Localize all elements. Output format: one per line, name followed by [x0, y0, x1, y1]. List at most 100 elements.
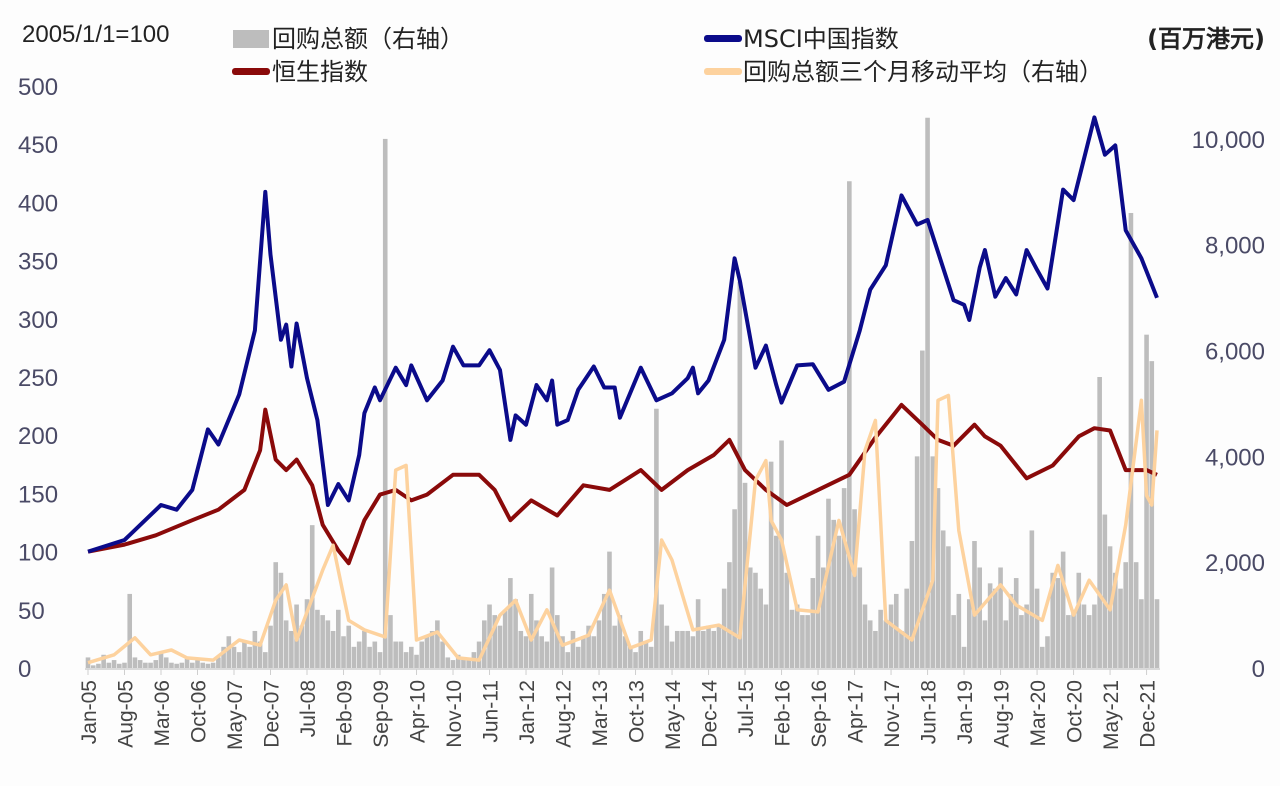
- bar: [946, 546, 951, 668]
- bar: [116, 663, 122, 668]
- bar: [607, 551, 612, 668]
- left-tick-label: 150: [18, 481, 58, 508]
- bar: [362, 630, 367, 668]
- bar: [883, 620, 889, 668]
- bar: [236, 652, 242, 668]
- bar: [654, 408, 659, 668]
- bar: [982, 620, 988, 668]
- bar: [659, 604, 664, 668]
- bar: [940, 530, 946, 668]
- bar: [831, 519, 836, 668]
- bar: [612, 625, 617, 668]
- bar: [638, 630, 644, 668]
- bar: [393, 641, 398, 668]
- bar: [455, 654, 461, 668]
- line-series-group: [87, 115, 1159, 665]
- right-tick-label: 0: [1252, 656, 1265, 683]
- bar: [1055, 578, 1061, 668]
- bar: [841, 488, 847, 668]
- x-tick-label: Oct-06: [188, 680, 211, 743]
- bar: [1123, 562, 1129, 668]
- left-tick-label: 400: [18, 190, 58, 217]
- bar: [893, 593, 899, 668]
- bar: [1139, 599, 1144, 668]
- bar: [972, 541, 977, 668]
- bar: [857, 567, 863, 668]
- bar: [1039, 646, 1045, 668]
- bar: [836, 535, 842, 668]
- x-tick-label: Sep-16: [808, 680, 831, 748]
- x-tick-label: Oct-20: [1064, 680, 1087, 743]
- bar: [419, 641, 425, 668]
- bar: [341, 636, 346, 668]
- bar: [189, 662, 195, 668]
- bar: [1112, 572, 1118, 668]
- bar: [680, 630, 685, 668]
- bar: [601, 593, 607, 668]
- bar: [262, 652, 268, 668]
- bar: [920, 350, 925, 668]
- bar: [508, 578, 513, 668]
- bar: [435, 620, 440, 668]
- bar: [163, 657, 169, 668]
- bar: [205, 663, 211, 668]
- bar: [935, 488, 941, 668]
- bar: [476, 641, 482, 668]
- bar: [414, 654, 419, 668]
- bar: [1050, 572, 1056, 668]
- x-tick-label: Jan-05: [78, 680, 101, 744]
- bar: [909, 541, 915, 668]
- bar: [122, 662, 127, 668]
- bar: [315, 609, 320, 668]
- line-msci: [87, 115, 1159, 554]
- bar: [784, 572, 790, 668]
- bar: [1003, 620, 1009, 668]
- bar: [961, 646, 967, 668]
- bar: [1019, 615, 1024, 668]
- bar: [1102, 514, 1108, 668]
- bar: [737, 281, 743, 668]
- bar: [257, 641, 263, 668]
- bar: [492, 615, 498, 668]
- bar: [1149, 361, 1155, 668]
- bar: [200, 662, 206, 668]
- bar-series-buyback-total: [85, 117, 1160, 669]
- bar: [1118, 588, 1123, 668]
- bar: [226, 636, 232, 668]
- bar: [847, 181, 852, 668]
- bar: [372, 641, 378, 668]
- bar: [800, 615, 805, 668]
- bar: [977, 567, 983, 668]
- legend-label-msci: MSCI中国指数: [743, 25, 899, 53]
- bar: [330, 630, 336, 668]
- bar: [137, 660, 143, 668]
- bar: [1128, 212, 1134, 668]
- bar: [210, 662, 216, 668]
- bar: [148, 662, 153, 668]
- right-tick-label: 4,000: [1205, 444, 1265, 471]
- x-tick-label: Jun-18: [918, 680, 941, 744]
- bar: [1076, 572, 1082, 668]
- bar: [1086, 615, 1092, 668]
- x-tick-label: Sep-09: [370, 680, 393, 748]
- x-tick-label: Jan-19: [954, 680, 977, 744]
- bar: [132, 657, 138, 668]
- bar: [1013, 578, 1019, 668]
- bar: [450, 660, 456, 668]
- bar: [794, 604, 800, 668]
- bar: [826, 498, 831, 668]
- left-tick-label: 450: [18, 132, 58, 159]
- bar: [544, 641, 550, 668]
- bar: [581, 636, 586, 668]
- bar: [336, 609, 341, 668]
- right-axis-label: (百万港元): [1147, 25, 1265, 53]
- bar: [1081, 604, 1087, 668]
- bar: [299, 625, 305, 668]
- bar: [820, 567, 826, 668]
- legend: 回购总额（右轴） MSCI中国指数 恒生指数 回购总额三个月移动平均（右轴）: [232, 25, 1103, 86]
- bar: [143, 662, 148, 668]
- bar: [518, 630, 524, 668]
- bar: [956, 593, 962, 668]
- bar: [622, 636, 628, 668]
- x-tick-label: Mar-13: [589, 680, 612, 747]
